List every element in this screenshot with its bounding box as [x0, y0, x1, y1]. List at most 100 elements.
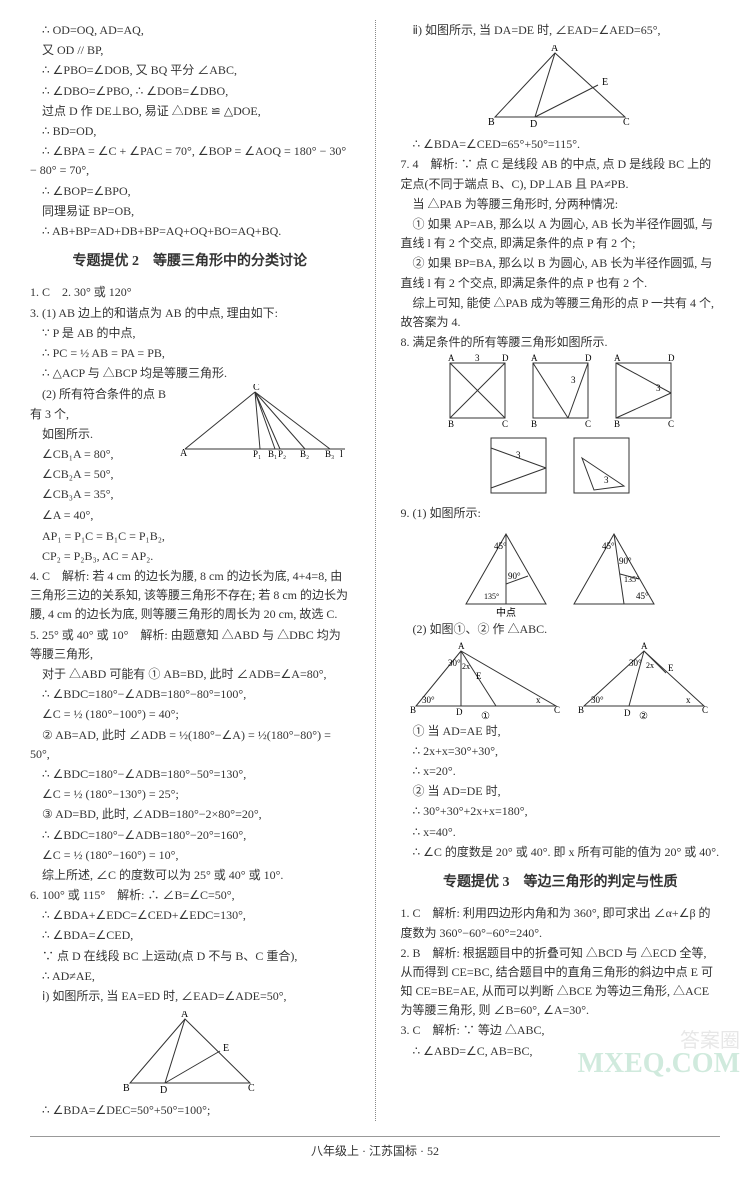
text-line: ∴ 2x+x=30°+30°, [401, 742, 721, 761]
left-column: ∴ OD=OQ, AD=AQ, 又 OD // BP, ∴ ∠PBO=∠DOB,… [30, 20, 350, 1121]
text-line: ∴ ∠PBO=∠DOB, 又 BQ 平分 ∠ABC, [30, 61, 350, 80]
text-line: ∴ 30°+30°+2x+x=180°, [401, 802, 721, 821]
svg-text:45°: 45° [602, 541, 615, 551]
svg-text:D: D [502, 353, 509, 363]
svg-text:C: C [668, 419, 674, 428]
text-line: ① 当 AD=AE 时, [401, 722, 721, 741]
square-fig: ADBC3 [523, 353, 598, 428]
svg-text:90°: 90° [508, 571, 521, 581]
text-line: 3. C 解析: ∵ 等边 △ABC, [401, 1021, 721, 1040]
text-line: CP₂ = P₂B₃, AC = AP₂. [30, 547, 350, 566]
text-line: 过点 D 作 DE⊥BO, 易证 △DBE ≌ △DOE, [30, 102, 350, 121]
squares-row-2: 3 3 [401, 428, 721, 503]
svg-text:A: A [614, 353, 621, 363]
text-line: ∠C = ½ (180°−160°) = 10°, [30, 846, 350, 865]
svg-text:E: E [476, 671, 482, 681]
text-line: ∴ PC = ½ AB = PA = PB, [30, 344, 350, 363]
svg-text:A: A [551, 45, 559, 54]
svg-text:3: 3 [604, 475, 609, 485]
text-line: 综上所述, ∠C 的度数可以为 25° 或 40° 或 10°. [30, 866, 350, 885]
text-line: 同理易证 BP=OB, [30, 202, 350, 221]
square-fig: 3 [481, 428, 556, 503]
square-fig: 3 [564, 428, 639, 503]
svg-text:A: A [458, 641, 465, 651]
svg-text:B: B [410, 705, 416, 715]
svg-text:B₂: B₂ [300, 449, 309, 459]
square-fig: ADBC3 [606, 353, 681, 428]
text-line: ∴ OD=OQ, AD=AQ, [30, 21, 350, 40]
svg-text:E: E [668, 663, 674, 673]
triangle-figure-r1: A B C D E [480, 45, 640, 130]
text-line: 4. C 解析: 若 4 cm 的边长为腰, 8 cm 的边长为底, 4+4=8… [30, 567, 350, 625]
text-line: 1. C 解析: 利用四边形内角和为 360°, 即可求出 ∠α+∠β 的度数为… [401, 904, 721, 942]
text-line: ∴ ∠C 的度数是 20° 或 40°. 即 x 所有可能的值为 20° 或 4… [401, 843, 721, 862]
svg-text:C: C [248, 1083, 255, 1094]
text-line: ∴ ∠BDC=180°−∠ADB=180°−20°=160°, [30, 826, 350, 845]
tri-fig-9a: 45°90°135°中点 [456, 524, 556, 619]
svg-text:135°: 135° [624, 575, 639, 584]
svg-text:C: C [702, 705, 708, 715]
triangle-figure-6: A B C D E [115, 1011, 265, 1096]
text-line: ∴ ∠BDC=180°−∠ADB=180°−50°=130°, [30, 765, 350, 784]
text-line: 7. 4 解析: ∵ 点 C 是线段 AB 的中点, 点 D 是线段 BC 上的… [401, 155, 721, 193]
text-line: ② 当 AD=DE 时, [401, 782, 721, 801]
square-fig: ADBC3 [440, 353, 515, 428]
text-line: ∴ AB+BP=AD+DB+BP=AQ+OQ+BO=AQ+BQ. [30, 222, 350, 241]
text-line: ∴ ∠BDA=∠CED=65°+50°=115°. [401, 135, 721, 154]
svg-text:E: E [223, 1043, 229, 1054]
svg-text:45°: 45° [636, 591, 649, 601]
svg-text:D: D [456, 707, 463, 717]
text-line: ∴ x=40°. [401, 823, 721, 842]
text-line: ∠C = ½ (180°−100°) = 40°; [30, 705, 350, 724]
text-line: ∴ ∠BPA = ∠C + ∠PAC = 70°, ∠BOP = ∠AOQ = … [30, 142, 350, 180]
svg-text:D: D [585, 353, 592, 363]
page-footer: 八年级上 · 江苏国标 · 52 [30, 1136, 720, 1161]
text-line: ① 如果 AP=AB, 那么以 A 为圆心, AB 长为半径作圆弧, 与直线 l… [401, 215, 721, 253]
svg-text:2x: 2x [462, 662, 470, 671]
text-line: 3. (1) AB 边上的和谐点为 AB 的中点, 理由如下: [30, 304, 350, 323]
tri-fig-10a: A B C D E 30° 30° 2x x ① [406, 641, 566, 721]
svg-text:C: C [253, 384, 260, 393]
text-line: ∵ 点 D 在线段 BC 上运动(点 D 不与 B、C 重合), [30, 947, 350, 966]
svg-text:2x: 2x [646, 661, 654, 670]
svg-text:x: x [686, 695, 691, 705]
text-line: ∴ ∠BDC=180°−∠ADB=180°−80°=100°, [30, 685, 350, 704]
text-line: (2) 所有符合条件的点 B 有 3 个, [30, 385, 180, 423]
text-line: ∴ ∠BDA=∠CED, [30, 926, 350, 945]
text-line: 当 △PAB 为等腰三角形时, 分两种情况: [401, 195, 721, 214]
text-line: AP₁ = P₁C = B₁C = P₁B₂, [30, 527, 350, 546]
text-line: ③ AD=BD, 此时, ∠ADB=180°−2×80°=20°, [30, 805, 350, 824]
text-line: ∠A = 40°, [30, 506, 180, 525]
svg-text:A: A [641, 641, 648, 651]
text-line: ⅰ) 如图所示, 当 EA=ED 时, ∠EAD=∠ADE=50°, [30, 987, 350, 1006]
text-line: ∴ ∠DBO=∠PBO, ∴ ∠DOB=∠DBO, [30, 82, 350, 101]
svg-text:中点: 中点 [496, 606, 516, 619]
svg-text:C: C [623, 117, 630, 128]
column-divider [375, 20, 376, 1121]
text-line: ∠CB₁A = 80°, [30, 445, 180, 464]
svg-text:D: D [624, 708, 631, 718]
svg-text:B₁: B₁ [268, 449, 277, 459]
svg-text:B₃: B₃ [325, 449, 334, 459]
svg-text:30°: 30° [448, 658, 461, 668]
text-line: ∴ x=20°. [401, 762, 721, 781]
svg-text:30°: 30° [629, 658, 642, 668]
text-line: 综上可知, 能使 △PAB 成为等腰三角形的点 P 一共有 4 个, 故答案为 … [401, 294, 721, 332]
svg-text:B: B [614, 419, 620, 428]
svg-text:E: E [602, 77, 608, 88]
text-line: 对于 △ABD 可能有 ① AB=BD, 此时 ∠ADB=∠A=80°, [30, 665, 350, 684]
watermark-main: MXEQ.COM [577, 1042, 740, 1087]
svg-text:②: ② [639, 711, 648, 721]
svg-text:30°: 30° [591, 695, 604, 705]
text-line: ∴ ∠BOP=∠BPO, [30, 182, 350, 201]
svg-text:3: 3 [656, 383, 661, 393]
svg-text:3: 3 [516, 450, 521, 460]
text-line: ∴ AD≠AE, [30, 967, 350, 986]
text-line: ∵ P 是 AB 的中点, [30, 324, 350, 343]
svg-text:B: B [531, 419, 537, 428]
text-line: 5. 25° 或 40° 或 10° 解析: 由题意知 △ABD 与 △DBC … [30, 626, 350, 664]
text-line: ② 如果 BP=BA, 那么以 B 为圆心, AB 长为半径作圆弧, 与直线 l… [401, 254, 721, 292]
svg-text:C: C [585, 419, 591, 428]
text-line: ⅱ) 如图所示, 当 DA=DE 时, ∠EAD=∠AED=65°, [401, 21, 721, 40]
tri-fig-10b: A B C D E 30° 30° 2x x ② [574, 641, 714, 721]
